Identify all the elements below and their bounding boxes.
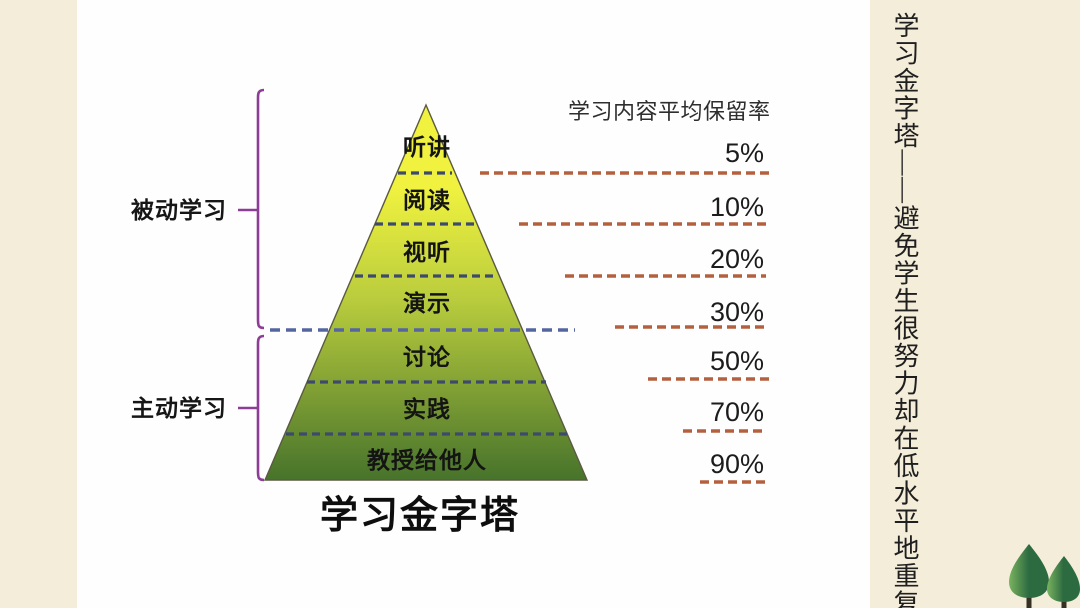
retention-value: 50% <box>709 346 764 376</box>
pyramid-level-label: 演示 <box>403 290 451 316</box>
pyramid-level-label: 实践 <box>403 396 451 422</box>
passive-bracket <box>256 88 265 330</box>
pyramid-shape <box>263 103 589 481</box>
retention-value: 20% <box>709 244 764 274</box>
retention-leader-lines <box>480 171 772 484</box>
pyramid-title: 学习金字塔 <box>319 495 521 537</box>
level-divider-lines <box>286 171 567 436</box>
retention-value: 70% <box>709 397 764 427</box>
tree-icon <box>1047 556 1080 602</box>
retention-value: 5% <box>724 138 764 168</box>
active-bracket <box>256 334 265 482</box>
active-learning-label: 主动学习 <box>131 395 227 421</box>
pyramid-level-label: 听讲 <box>403 134 451 160</box>
pyramid-level-label: 教授给他人 <box>367 447 487 473</box>
pyramid-level-label: 讨论 <box>403 344 451 370</box>
tree-trunk <box>1026 592 1032 608</box>
trees-decoration <box>1009 544 1080 608</box>
group-brackets <box>238 88 265 482</box>
tree-trunk <box>1061 597 1067 608</box>
passive-learning-label: 被动学习 <box>131 197 227 223</box>
side-caption-vertical: 学习金字塔——避免学生很努力却在低水平地重复 <box>890 12 919 608</box>
retention-value: 30% <box>709 297 764 327</box>
tree-icon <box>1009 544 1049 598</box>
retention-column-header: 学习内容平均保留率 <box>568 99 771 124</box>
retention-value: 10% <box>709 192 764 222</box>
pyramid-level-label: 阅读 <box>403 187 451 213</box>
retention-value: 90% <box>709 449 764 479</box>
pyramid-level-label: 视听 <box>403 239 451 265</box>
